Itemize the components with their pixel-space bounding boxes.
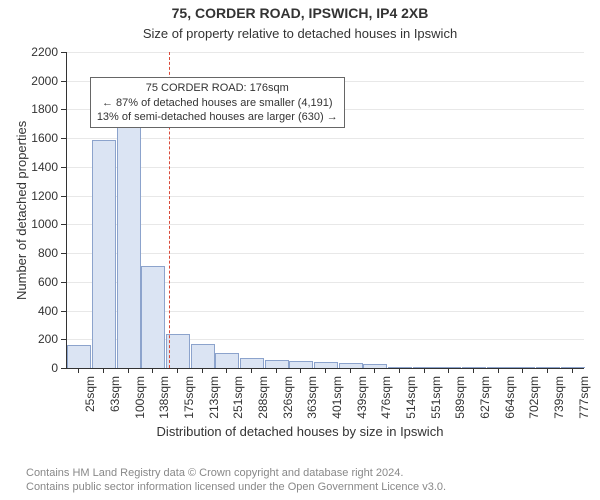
x-tick-label: 100sqm (133, 376, 147, 419)
plot-area: 75 CORDER ROAD: 176sqm← 87% of detached … (66, 52, 584, 368)
histogram-bar (240, 358, 264, 368)
x-tick-label: 363sqm (305, 376, 319, 419)
x-tick (177, 368, 178, 373)
footer-line-2: Contains public sector information licen… (26, 480, 446, 494)
x-tick (152, 368, 153, 373)
gridline (66, 196, 584, 197)
x-tick-label: 702sqm (527, 376, 541, 419)
y-tick-label: 1800 (31, 102, 58, 116)
gridline (66, 167, 584, 168)
histogram-bar (363, 364, 387, 368)
gridline (66, 224, 584, 225)
x-tick-label: 401sqm (330, 376, 344, 419)
x-tick-label: 63sqm (108, 376, 122, 412)
x-tick-label: 326sqm (281, 376, 295, 419)
x-tick-label: 138sqm (157, 376, 171, 419)
x-tick (522, 368, 523, 373)
histogram-bar (561, 367, 585, 368)
histogram-bar (67, 345, 91, 368)
y-tick-label: 2000 (31, 74, 58, 88)
x-tick (350, 368, 351, 373)
x-tick (202, 368, 203, 373)
chart-subtitle: Size of property relative to detached ho… (0, 26, 600, 41)
histogram-bar (92, 140, 116, 368)
x-tick-label: 439sqm (355, 376, 369, 419)
y-tick-label: 200 (38, 332, 58, 346)
annotation-line: ← 87% of detached houses are smaller (4,… (97, 96, 338, 110)
annotation-line: 13% of semi-detached houses are larger (… (97, 110, 338, 124)
annotation-box: 75 CORDER ROAD: 176sqm← 87% of detached … (90, 77, 345, 128)
x-tick (103, 368, 104, 373)
x-tick-label: 288sqm (256, 376, 270, 419)
gridline (66, 138, 584, 139)
histogram-bar (339, 363, 363, 368)
x-tick-label: 175sqm (182, 376, 196, 419)
y-tick-label: 1600 (31, 131, 58, 145)
x-tick-label: 777sqm (577, 376, 591, 419)
gridline (66, 253, 584, 254)
x-tick (399, 368, 400, 373)
x-tick-label: 551sqm (429, 376, 443, 419)
y-tick-label: 0 (51, 361, 58, 375)
x-tick (448, 368, 449, 373)
y-tick-label: 1000 (31, 217, 58, 231)
x-tick (473, 368, 474, 373)
histogram-bar (413, 367, 437, 368)
histogram-bar (166, 334, 190, 368)
histogram-bar (487, 367, 511, 368)
histogram-bar (289, 361, 313, 368)
x-axis-label: Distribution of detached houses by size … (0, 424, 600, 439)
y-tick-label: 1200 (31, 189, 58, 203)
x-tick (128, 368, 129, 373)
x-tick (226, 368, 227, 373)
y-axis-line (66, 52, 67, 368)
x-tick-label: 514sqm (404, 376, 418, 419)
histogram-bar (437, 367, 461, 368)
x-tick (374, 368, 375, 373)
x-tick (276, 368, 277, 373)
x-tick-label: 739sqm (552, 376, 566, 419)
x-tick-label: 627sqm (478, 376, 492, 419)
histogram-bar (215, 353, 239, 368)
y-tick-label: 400 (38, 304, 58, 318)
y-tick-label: 2200 (31, 45, 58, 59)
chart-title: 75, CORDER ROAD, IPSWICH, IP4 2XB (0, 5, 600, 21)
y-tick-label: 600 (38, 275, 58, 289)
gridline (66, 52, 584, 53)
x-tick (300, 368, 301, 373)
footer-attribution: Contains HM Land Registry data © Crown c… (26, 466, 446, 495)
x-tick (78, 368, 79, 373)
y-tick-label: 1400 (31, 160, 58, 174)
histogram-bar (265, 360, 289, 368)
x-tick-label: 251sqm (231, 376, 245, 419)
histogram-bar (511, 367, 535, 368)
histogram-bar (117, 114, 141, 368)
x-tick-label: 664sqm (503, 376, 517, 419)
y-axis-label: Number of detached properties (14, 121, 29, 300)
x-tick (547, 368, 548, 373)
histogram-bar (141, 266, 165, 368)
x-tick (325, 368, 326, 373)
x-tick (498, 368, 499, 373)
footer-line-1: Contains HM Land Registry data © Crown c… (26, 466, 446, 480)
x-tick-label: 25sqm (83, 376, 97, 412)
x-tick-label: 213sqm (207, 376, 221, 419)
y-tick-label: 800 (38, 246, 58, 260)
x-tick-label: 589sqm (453, 376, 467, 419)
histogram-bar (191, 344, 215, 368)
x-tick (251, 368, 252, 373)
x-tick (572, 368, 573, 373)
annotation-line: 75 CORDER ROAD: 176sqm (97, 81, 338, 95)
property-size-chart: 75, CORDER ROAD, IPSWICH, IP4 2XB Size o… (0, 0, 600, 500)
x-tick-label: 476sqm (379, 376, 393, 419)
x-tick (424, 368, 425, 373)
